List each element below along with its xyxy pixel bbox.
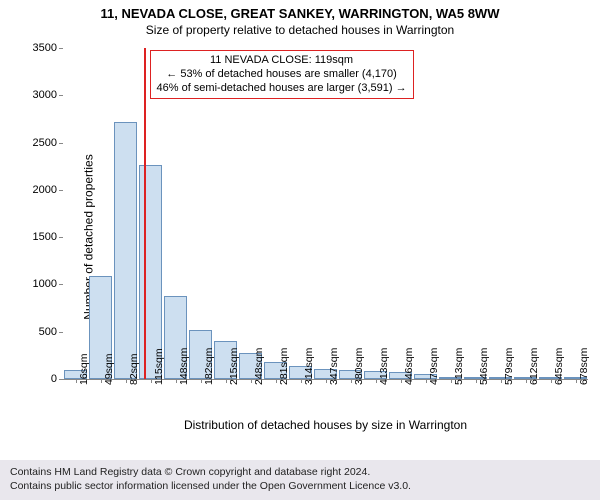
x-tick-label: 513sqm: [453, 348, 465, 385]
x-tick-mark: [301, 379, 302, 383]
x-tick-label: 347sqm: [328, 348, 340, 385]
annotation-line: 46% of semi-detached houses are larger (…: [157, 82, 407, 96]
x-tick-label: 314sqm: [303, 348, 315, 385]
x-tick-label: 579sqm: [503, 348, 515, 385]
y-tick-label: 3500: [33, 42, 57, 54]
x-tick-label: 49sqm: [103, 353, 115, 385]
x-tick-mark: [76, 379, 77, 383]
x-tick-mark: [576, 379, 577, 383]
footer: Contains HM Land Registry data © Crown c…: [0, 460, 600, 500]
y-tick-label: 1500: [33, 231, 57, 243]
x-tick-mark: [201, 379, 202, 383]
x-tick-label: 16sqm: [78, 353, 90, 385]
footer-line1: Contains HM Land Registry data © Crown c…: [10, 465, 590, 479]
annotation-line: 11 NEVADA CLOSE: 119sqm: [157, 54, 407, 68]
x-tick-mark: [176, 379, 177, 383]
x-tick-label: 281sqm: [278, 348, 290, 385]
chart-title-block: 11, NEVADA CLOSE, GREAT SANKEY, WARRINGT…: [0, 0, 600, 39]
x-tick-label: 115sqm: [153, 348, 165, 385]
y-tick-label: 3000: [33, 89, 57, 101]
plot-region: 050010001500200025003000350016sqm49sqm82…: [63, 48, 588, 380]
x-tick-label: 248sqm: [253, 348, 265, 385]
y-tick-label: 2500: [33, 137, 57, 149]
y-tick-mark: [59, 237, 63, 238]
x-tick-mark: [226, 379, 227, 383]
y-tick-mark: [59, 48, 63, 49]
y-tick-label: 0: [51, 373, 57, 385]
x-axis-label: Distribution of detached houses by size …: [63, 418, 588, 432]
x-tick-label: 380sqm: [353, 348, 365, 385]
chart-title-line1: 11, NEVADA CLOSE, GREAT SANKEY, WARRINGT…: [0, 6, 600, 21]
x-tick-label: 612sqm: [528, 348, 540, 385]
y-tick-label: 500: [39, 326, 57, 338]
y-tick-label: 2000: [33, 184, 57, 196]
x-tick-label: 479sqm: [428, 348, 440, 385]
footer-line2: Contains public sector information licen…: [10, 479, 590, 493]
x-tick-mark: [551, 379, 552, 383]
annotation-box: 11 NEVADA CLOSE: 119sqm← 53% of detached…: [150, 50, 414, 99]
x-tick-label: 148sqm: [178, 348, 190, 385]
y-tick-mark: [59, 332, 63, 333]
x-tick-mark: [251, 379, 252, 383]
x-tick-mark: [276, 379, 277, 383]
x-tick-mark: [151, 379, 152, 383]
y-tick-mark: [59, 379, 63, 380]
x-tick-mark: [401, 379, 402, 383]
x-tick-mark: [101, 379, 102, 383]
x-tick-label: 182sqm: [203, 348, 215, 385]
chart-title-line2: Size of property relative to detached ho…: [0, 23, 600, 37]
property-marker-line: [144, 48, 146, 379]
y-tick-mark: [59, 190, 63, 191]
x-tick-mark: [526, 379, 527, 383]
bar: [139, 165, 163, 379]
chart-area: Number of detached properties 0500100015…: [0, 40, 600, 434]
x-tick-label: 413sqm: [378, 348, 390, 385]
x-tick-label: 215sqm: [228, 348, 240, 385]
x-tick-mark: [476, 379, 477, 383]
x-tick-label: 546sqm: [478, 348, 490, 385]
annotation-line: ← 53% of detached houses are smaller (4,…: [157, 68, 407, 82]
x-tick-mark: [351, 379, 352, 383]
x-tick-label: 678sqm: [578, 348, 590, 385]
x-tick-label: 645sqm: [553, 348, 565, 385]
bar: [114, 122, 138, 379]
y-tick-label: 1000: [33, 278, 57, 290]
y-tick-mark: [59, 284, 63, 285]
y-tick-mark: [59, 95, 63, 96]
x-tick-mark: [126, 379, 127, 383]
x-tick-mark: [451, 379, 452, 383]
y-tick-mark: [59, 143, 63, 144]
x-tick-label: 82sqm: [128, 353, 140, 385]
x-tick-mark: [501, 379, 502, 383]
x-tick-mark: [426, 379, 427, 383]
x-tick-label: 446sqm: [403, 348, 415, 385]
x-tick-mark: [326, 379, 327, 383]
x-tick-mark: [376, 379, 377, 383]
